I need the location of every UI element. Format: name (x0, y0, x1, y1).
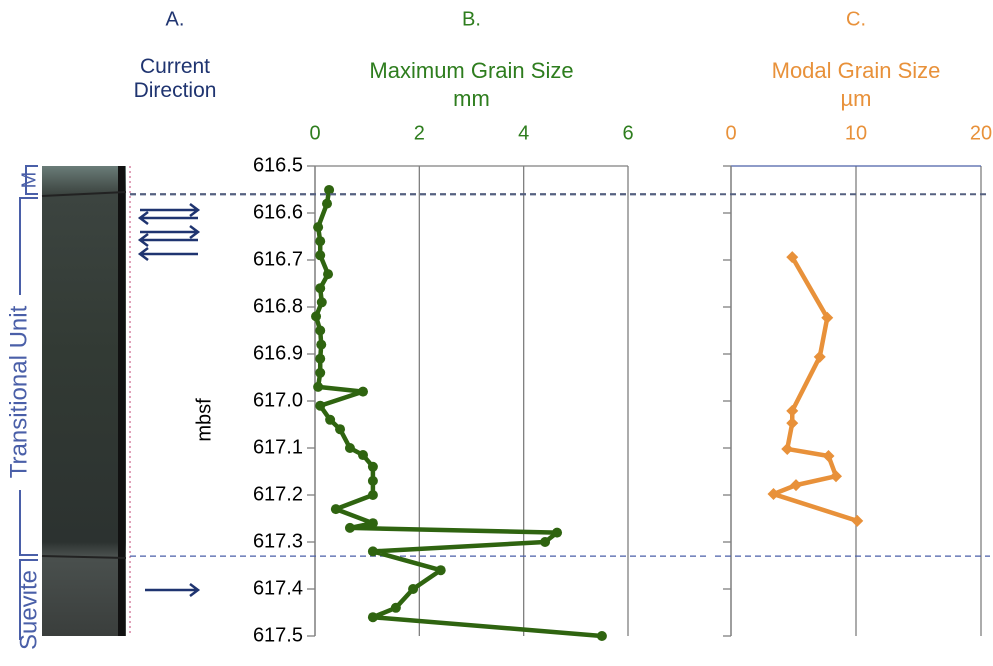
y-tick-label: 616.8 (253, 295, 303, 317)
unit-label: Suevite (15, 570, 42, 650)
y-tick-label: 616.7 (253, 248, 303, 270)
chart-subtitle: µm (840, 86, 871, 111)
data-point (408, 584, 419, 594)
data-point (367, 612, 378, 623)
data-point (367, 546, 378, 557)
y-tick-label: 616.6 (253, 201, 303, 223)
data-point (786, 417, 799, 430)
current-arrows (137, 203, 201, 597)
chart-title: Modal Grain Size (772, 58, 941, 83)
data-point (313, 381, 324, 392)
data-point (367, 518, 378, 529)
data-point (315, 283, 326, 294)
x-tick-label: 0 (309, 122, 320, 144)
data-point (540, 537, 551, 547)
data-point (767, 488, 780, 501)
data-point (330, 504, 341, 515)
panel-label: B. (462, 8, 481, 30)
data-point (357, 450, 368, 461)
data-point (323, 269, 334, 280)
data-point (313, 222, 324, 233)
data-point (367, 461, 378, 472)
data-point (790, 479, 802, 492)
x-tick-label: 4 (518, 122, 529, 144)
y-tick-label: 617.3 (253, 530, 303, 552)
y-tick-label: 617.1 (253, 436, 303, 458)
column-title-text: Current Direction (133, 55, 217, 102)
panel-label: C. (846, 8, 866, 30)
panel-label: A. (166, 8, 185, 30)
x-tick-label: 0 (725, 122, 736, 144)
data-point (315, 236, 326, 247)
data-point (813, 350, 826, 363)
data-point (435, 565, 446, 576)
y-tick-label: 617.4 (253, 577, 303, 599)
x-tick-label: 6 (622, 122, 633, 144)
data-point (344, 522, 355, 533)
data-point (315, 353, 326, 364)
data-point (851, 514, 864, 527)
data-point (596, 631, 607, 641)
y-axis-label: mbsf (193, 398, 215, 442)
data-point (311, 311, 322, 322)
data-point (324, 184, 335, 195)
data-point (335, 424, 346, 435)
data-point (357, 386, 368, 397)
unit-brackets (19, 165, 38, 640)
chart-subtitle: mm (453, 86, 490, 111)
y-tick-label: 617.0 (253, 389, 303, 411)
y-tick-label: 617.5 (253, 624, 303, 646)
data-point (390, 602, 401, 613)
data-point (822, 449, 835, 462)
data-point (786, 404, 799, 417)
x-tick-label: 20 (970, 122, 992, 144)
unit-label: Transitional Unit (5, 305, 32, 478)
data-point (781, 442, 794, 455)
data-point (552, 527, 563, 538)
data-point (321, 198, 332, 209)
data-point (367, 490, 378, 500)
unit-label: M (18, 172, 40, 189)
y-tick-label: 617.2 (253, 483, 303, 505)
data-point (316, 339, 327, 350)
y-tick-label: 616.5 (253, 154, 303, 176)
chart-title: Maximum Grain Size (369, 58, 573, 83)
data-point (344, 443, 355, 453)
y-tick-label: 616.9 (253, 342, 303, 364)
data-point (786, 251, 799, 264)
data-point (315, 367, 326, 378)
x-tick-label: 2 (414, 122, 425, 144)
column-title: Current Direction (133, 55, 217, 102)
x-tick-label: 10 (845, 122, 867, 144)
data-point (315, 400, 326, 411)
core-photo (41, 166, 131, 636)
data-point (821, 311, 834, 324)
data-point (367, 475, 378, 486)
data-line (313, 189, 603, 639)
data-point (830, 470, 842, 483)
data-point (315, 325, 326, 336)
data-point (325, 414, 336, 425)
data-point (315, 250, 326, 261)
data-line (771, 256, 858, 523)
data-point (316, 297, 327, 308)
